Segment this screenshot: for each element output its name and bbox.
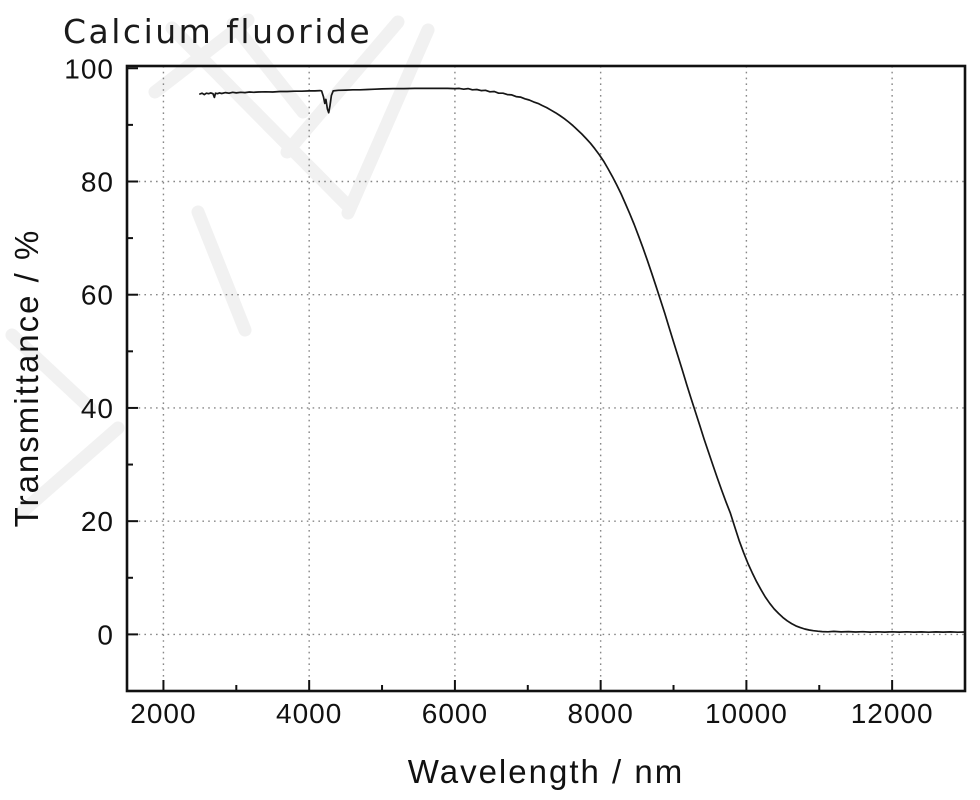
gridlines bbox=[127, 66, 965, 691]
x-tick-label: 4000 bbox=[276, 698, 342, 729]
data-series bbox=[199, 87, 966, 634]
plot-frame bbox=[125, 64, 967, 693]
x-tick-label: 10000 bbox=[705, 698, 788, 729]
y-tick-label: 0 bbox=[97, 619, 114, 650]
y-tick-label: 60 bbox=[81, 280, 114, 311]
y-tick-label: 20 bbox=[81, 506, 114, 537]
y-axis-title: Transmittance / % bbox=[8, 229, 45, 528]
axis-ticks bbox=[127, 67, 894, 691]
series-curve bbox=[199, 87, 966, 634]
x-tick-label: 8000 bbox=[568, 698, 634, 729]
x-tick-label: 12000 bbox=[851, 698, 934, 729]
y-tick-label: 40 bbox=[81, 393, 114, 424]
y-tick-label: 80 bbox=[81, 166, 114, 197]
x-tick-label: 2000 bbox=[130, 698, 196, 729]
chart-title: Calcium fluoride bbox=[63, 12, 372, 51]
x-axis-title: Wavelength / nm bbox=[408, 753, 684, 790]
watermark bbox=[5, 13, 435, 519]
tick-labels: 2000 4000 6000 8000 10000 12000 0 20 40 60 80 100 bbox=[64, 53, 934, 729]
x-tick-label: 6000 bbox=[422, 698, 488, 729]
y-tick-label: 100 bbox=[64, 53, 114, 84]
